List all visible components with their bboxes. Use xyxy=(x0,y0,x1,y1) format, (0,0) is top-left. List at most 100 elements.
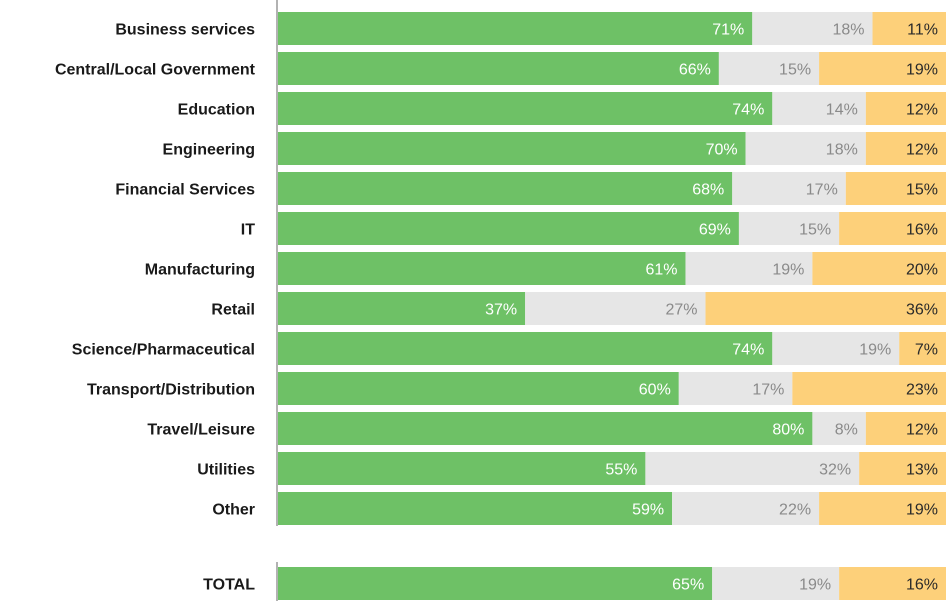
value-label-3-manufacturing: 20% xyxy=(906,262,938,279)
bar-segment-1-it xyxy=(278,212,739,245)
value-label-1-financial-services: 68% xyxy=(692,182,724,199)
value-label-1-science-pharmaceutical: 74% xyxy=(732,342,764,359)
category-label-it: IT xyxy=(241,222,255,239)
value-label-3-financial-services: 15% xyxy=(906,182,938,199)
value-label-3-education: 12% xyxy=(906,102,938,119)
bar-segment-2-central-local-government xyxy=(718,52,820,85)
value-label-1-it: 69% xyxy=(699,222,731,239)
value-label-3-utilities: 13% xyxy=(906,462,938,479)
bar-segment-2-education xyxy=(772,92,866,125)
bar-segment-3-other xyxy=(819,492,946,525)
bar-segment-3-education xyxy=(865,92,946,125)
bar-segment-3-utilities xyxy=(859,452,946,485)
value-label-3-business-services: 11% xyxy=(907,22,938,39)
category-label-science-pharmaceutical: Science/Pharmaceutical xyxy=(72,342,255,359)
value-label-1-travel-leisure: 80% xyxy=(772,422,804,439)
bar-segment-2-business-services xyxy=(752,12,873,45)
value-label-1-retail: 37% xyxy=(485,302,517,319)
value-label-1-transport-distribution: 60% xyxy=(639,382,671,399)
bar-segment-2-utilities xyxy=(645,452,860,485)
value-label-3-travel-leisure: 12% xyxy=(906,422,938,439)
bar-segment-1-retail xyxy=(278,292,526,325)
bar-segment-3-engineering xyxy=(865,132,946,165)
bar-segment-3-central-local-government xyxy=(819,52,946,85)
bar-segment-2-retail xyxy=(525,292,706,325)
value-label-2-business-services: 18% xyxy=(832,22,864,39)
value-label-3-central-local-government: 19% xyxy=(906,62,938,79)
value-label-2-travel-leisure: 8% xyxy=(835,422,858,439)
category-label-other: Other xyxy=(212,502,255,519)
value-label-2-other: 22% xyxy=(779,502,811,519)
bar-segment-1-business-services xyxy=(278,12,753,45)
value-label-2-manufacturing: 19% xyxy=(772,262,804,279)
bar-segment-1-engineering xyxy=(278,132,746,165)
bar-segment-1-travel-leisure xyxy=(278,412,813,445)
bar-segment-3-manufacturing xyxy=(812,252,946,285)
category-label-transport-distribution: Transport/Distribution xyxy=(87,382,255,399)
bar-segment-3-transport-distribution xyxy=(792,372,946,405)
bar-segment-3-science-pharmaceutical xyxy=(899,332,946,365)
bar-segment-2-other xyxy=(672,492,820,525)
value-label-2-utilities: 32% xyxy=(819,462,851,479)
value-label-3-engineering: 12% xyxy=(906,142,938,159)
bar-segment-3-it xyxy=(839,212,946,245)
value-label-1-other: 59% xyxy=(632,502,664,519)
bar-segment-3-financial-services xyxy=(845,172,946,205)
value-label-3-other: 19% xyxy=(906,502,938,519)
value-label-1-utilities: 55% xyxy=(605,462,637,479)
bar-segment-2-engineering xyxy=(745,132,866,165)
category-label-education: Education xyxy=(178,102,255,119)
value-label-3-retail: 36% xyxy=(906,302,938,319)
bar-segment-2-manufacturing xyxy=(685,252,813,285)
value-label-2-education: 14% xyxy=(826,102,858,119)
bar-segment-3-travel-leisure xyxy=(865,412,946,445)
bar-segment-1-science-pharmaceutical xyxy=(278,332,773,365)
category-label-utilities: Utilities xyxy=(197,462,255,479)
value-label-2-central-local-government: 15% xyxy=(779,62,811,79)
bar-segment-2-transport-distribution xyxy=(678,372,793,405)
value-label-3-transport-distribution: 23% xyxy=(906,382,938,399)
value-label-3-total: 16% xyxy=(906,577,938,594)
value-label-2-financial-services: 17% xyxy=(806,182,838,199)
bar-segment-3-business-services xyxy=(872,12,946,45)
bar-segment-1-utilities xyxy=(278,452,646,485)
value-label-3-it: 16% xyxy=(906,222,938,239)
bar-segment-2-science-pharmaceutical xyxy=(772,332,900,365)
value-label-2-total: 19% xyxy=(799,577,831,594)
value-label-2-it: 15% xyxy=(799,222,831,239)
value-label-1-total: 65% xyxy=(672,577,704,594)
category-label-retail: Retail xyxy=(211,302,255,319)
value-label-3-science-pharmaceutical: 7% xyxy=(915,342,938,359)
value-label-1-central-local-government: 66% xyxy=(679,62,711,79)
bar-segment-1-financial-services xyxy=(278,172,733,205)
bar-segment-1-education xyxy=(278,92,773,125)
value-label-1-business-services: 71% xyxy=(712,22,744,39)
category-label-financial-services: Financial Services xyxy=(115,182,255,199)
category-label-manufacturing: Manufacturing xyxy=(145,262,255,279)
category-label-total: TOTAL xyxy=(203,577,255,594)
bar-segment-1-transport-distribution xyxy=(278,372,679,405)
bar-segment-3-retail xyxy=(705,292,946,325)
value-label-2-science-pharmaceutical: 19% xyxy=(859,342,891,359)
bar-segment-1-other xyxy=(278,492,673,525)
value-label-1-engineering: 70% xyxy=(706,142,738,159)
category-label-engineering: Engineering xyxy=(163,142,255,159)
bar-segment-1-total xyxy=(278,567,713,600)
bar-segment-2-it xyxy=(738,212,840,245)
value-label-1-manufacturing: 61% xyxy=(645,262,677,279)
category-label-central-local-government: Central/Local Government xyxy=(55,62,256,79)
bar-segment-1-manufacturing xyxy=(278,252,686,285)
bar-segment-2-travel-leisure xyxy=(812,412,866,445)
bar-segment-2-financial-services xyxy=(732,172,846,205)
value-label-2-transport-distribution: 17% xyxy=(752,382,784,399)
category-label-travel-leisure: Travel/Leisure xyxy=(147,422,255,439)
category-label-business-services: Business services xyxy=(115,22,255,39)
value-label-2-engineering: 18% xyxy=(826,142,858,159)
bar-segment-1-central-local-government xyxy=(278,52,719,85)
value-label-2-retail: 27% xyxy=(665,302,697,319)
bar-segment-2-total xyxy=(712,567,840,600)
bar-segment-3-total xyxy=(839,567,946,600)
value-label-1-education: 74% xyxy=(732,102,764,119)
